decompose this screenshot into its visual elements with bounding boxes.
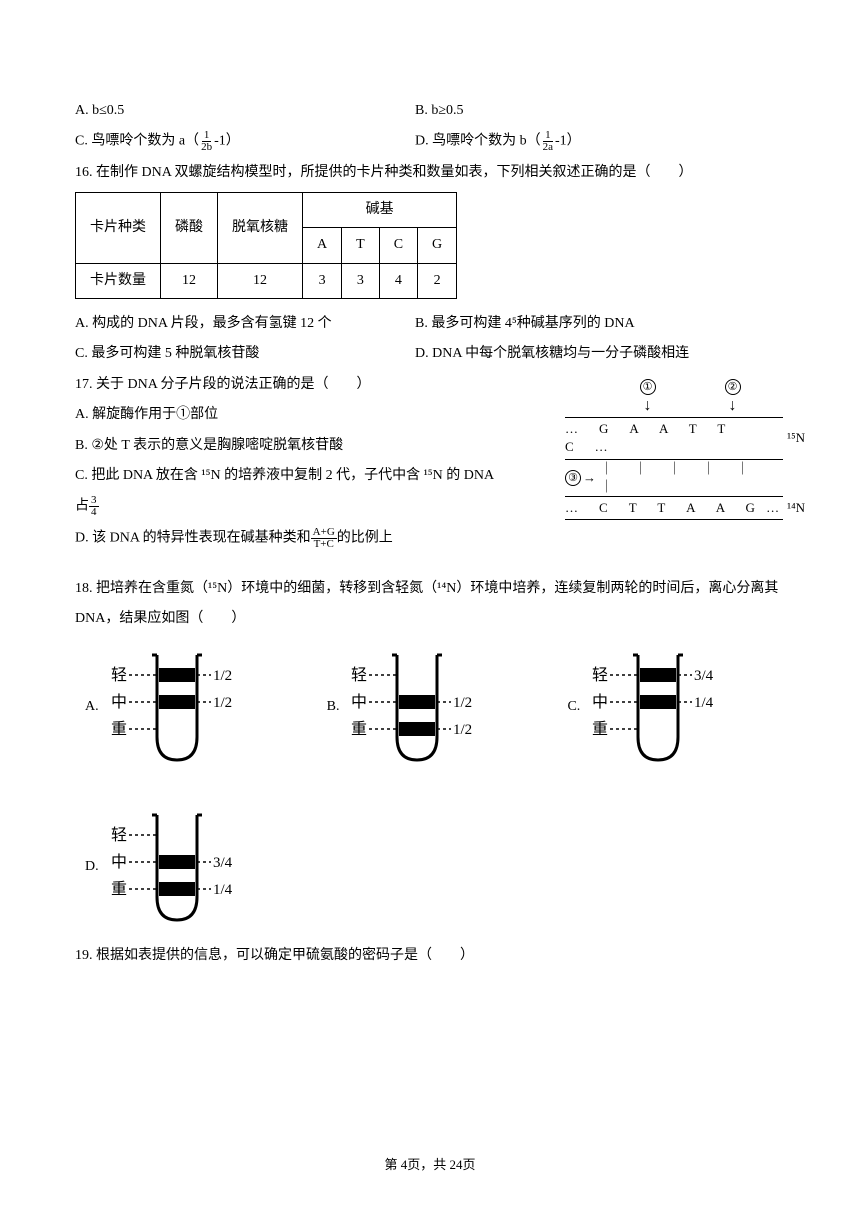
- table-cell: T: [342, 228, 380, 263]
- svg-text:中: 中: [111, 853, 127, 871]
- svg-text:1/2: 1/2: [213, 695, 232, 711]
- table-header: 碱基: [303, 192, 457, 227]
- tube-svg-a: 轻中重 1/2 1/2: [107, 647, 267, 767]
- q15-options-cd: C. 鸟嘌呤个数为 a（12b-1） D. 鸟嘌呤个数为 b（12a-1）: [75, 130, 785, 153]
- table-cell: G: [418, 228, 457, 263]
- circled-1: ①: [640, 379, 656, 395]
- n14-label: ¹⁴N: [787, 499, 805, 517]
- q16-optA: A. 构成的 DNA 片段，最多含有氢键 12 个: [75, 313, 415, 335]
- table-cell: 12: [218, 263, 303, 298]
- q18-options: A. 轻中重1/21/2 B. 轻中重1/21/2 C. 轻中重3/41/4 D…: [85, 647, 785, 927]
- q16-stem: 16. 在制作 DNA 双螺旋结构模型时，所提供的卡片种类和数量如表，下列相关叙…: [75, 162, 785, 184]
- q16-optB: B. 最多可构建 4⁵种碱基序列的 DNA: [415, 313, 635, 335]
- q16-options-ab: A. 构成的 DNA 片段，最多含有氢键 12 个 B. 最多可构建 4⁵种碱基…: [75, 313, 785, 335]
- q17-optD: D. 该 DNA 的特异性表现在碱基种类和A+GT+C的比例上: [75, 527, 785, 550]
- table-header: 磷酸: [161, 192, 218, 263]
- q18-stem: 18. 把培养在含重氮（¹⁵N）环境中的细菌，转移到含轻氮（¹⁴N）环境中培养，…: [75, 574, 785, 636]
- tube-svg-c: 轻中重 3/4 1/4: [588, 647, 748, 767]
- q19-stem: 19. 根据如表提供的信息，可以确定甲硫氨酸的密码子是（ ）: [75, 945, 785, 967]
- q16-table: 卡片种类 磷酸 脱氧核糖 碱基 A T C G 卡片数量 12 12 3 3 4…: [75, 192, 457, 299]
- dna-bonds: ｜ ｜ ｜ ｜ ｜ ｜: [600, 460, 781, 496]
- q16-optD: D. DNA 中每个脱氧核糖均与一分子磷酸相连: [415, 343, 689, 365]
- svg-text:轻: 轻: [351, 666, 367, 684]
- fraction: 12a: [541, 130, 555, 153]
- svg-text:轻: 轻: [111, 826, 127, 844]
- q15-optA: A. b≤0.5: [75, 100, 415, 122]
- svg-text:轻: 轻: [111, 666, 127, 684]
- q17-block: 17. 关于 DNA 分子片段的说法正确的是（ ） A. 解旋酶作用于①部位 B…: [75, 374, 785, 550]
- circled-2: ②: [725, 379, 741, 395]
- fraction: A+GT+C: [311, 527, 337, 550]
- table-cell: A: [303, 228, 342, 263]
- q18-optB: B. 轻中重1/21/2: [327, 647, 508, 767]
- q15-options-ab: A. b≤0.5 B. b≥0.5: [75, 100, 785, 122]
- table-cell: 3: [303, 263, 342, 298]
- svg-text:中: 中: [351, 693, 367, 711]
- q15-optD: D. 鸟嘌呤个数为 b（12a-1）: [415, 130, 581, 153]
- table-cell: C: [379, 228, 417, 263]
- svg-text:重: 重: [111, 880, 127, 898]
- circled-3: ③: [565, 470, 581, 486]
- q15-optB: B. b≥0.5: [415, 100, 464, 122]
- svg-text:重: 重: [111, 720, 127, 738]
- fraction: 12b: [199, 130, 214, 153]
- page-footer: 第 4页，共 24页: [0, 1155, 860, 1176]
- q16-options-cd: C. 最多可构建 5 种脱氧核苷酸 D. DNA 中每个脱氧核糖均与一分子磷酸相…: [75, 343, 785, 365]
- svg-text:1/2: 1/2: [453, 722, 472, 738]
- dna-bottom-strand: … C T T A A G …: [565, 499, 783, 517]
- svg-text:1/2: 1/2: [213, 668, 232, 684]
- table-cell: 12: [161, 263, 218, 298]
- q18-optA: A. 轻中重1/21/2: [85, 647, 267, 767]
- table-cell: 4: [379, 263, 417, 298]
- tube-svg-b: 轻中重 1/2 1/2: [347, 647, 507, 767]
- svg-text:1/4: 1/4: [213, 882, 233, 898]
- n15-label: ¹⁵N: [787, 429, 805, 447]
- svg-text:重: 重: [592, 720, 608, 738]
- table-cell: 2: [418, 263, 457, 298]
- q18-optC: C. 轻中重3/41/4: [567, 647, 748, 767]
- q16-optC: C. 最多可构建 5 种脱氧核苷酸: [75, 343, 415, 365]
- svg-text:1/2: 1/2: [453, 695, 472, 711]
- svg-text:1/4: 1/4: [694, 695, 714, 711]
- svg-text:3/4: 3/4: [694, 668, 714, 684]
- q18-optD: D. 轻中重3/41/4: [85, 807, 267, 927]
- dna-diagram: ① ② ↓↓ … G A A T T C … ¹⁵N ③ → ｜ ｜ ｜ ｜ ｜…: [565, 379, 805, 520]
- dna-top-strand: … G A A T T C …: [565, 420, 783, 456]
- table-cell: 卡片数量: [76, 263, 161, 298]
- fraction: 34: [89, 495, 99, 518]
- table-cell: 3: [342, 263, 380, 298]
- table-header: 卡片种类: [76, 192, 161, 263]
- q15-optC: C. 鸟嘌呤个数为 a（12b-1）: [75, 130, 415, 153]
- svg-text:3/4: 3/4: [213, 855, 233, 871]
- q17-optC: C. 把此 DNA 放在含 ¹⁵N 的培养液中复制 2 代，子代中含 ¹⁵N 的…: [75, 465, 555, 487]
- tube-svg-d: 轻中重 3/4 1/4: [107, 807, 267, 927]
- table-header: 脱氧核糖: [218, 192, 303, 263]
- svg-text:轻: 轻: [592, 666, 608, 684]
- svg-text:中: 中: [111, 693, 127, 711]
- svg-text:重: 重: [351, 720, 367, 738]
- svg-text:中: 中: [592, 693, 608, 711]
